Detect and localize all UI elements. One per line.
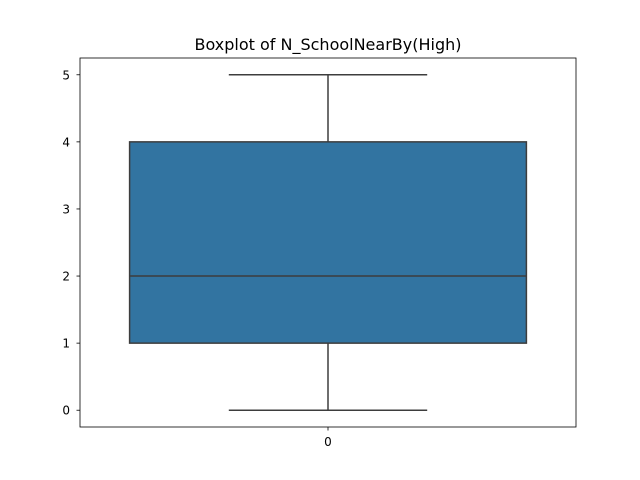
y-tick-label: 4	[62, 135, 70, 149]
plot-area: 0 1 2 3 4 5 0	[62, 57, 577, 449]
box-iqr	[128, 141, 528, 344]
y-tick-label: 3	[62, 202, 70, 216]
chart-title: Boxplot of N_SchoolNearBy(High)	[195, 35, 462, 55]
x-tick-label: 0	[324, 435, 332, 449]
y-tick-label: 2	[62, 270, 70, 284]
y-tick-label: 5	[62, 68, 70, 82]
y-tick-label: 0	[62, 404, 70, 418]
y-tick-label: 1	[62, 337, 70, 351]
